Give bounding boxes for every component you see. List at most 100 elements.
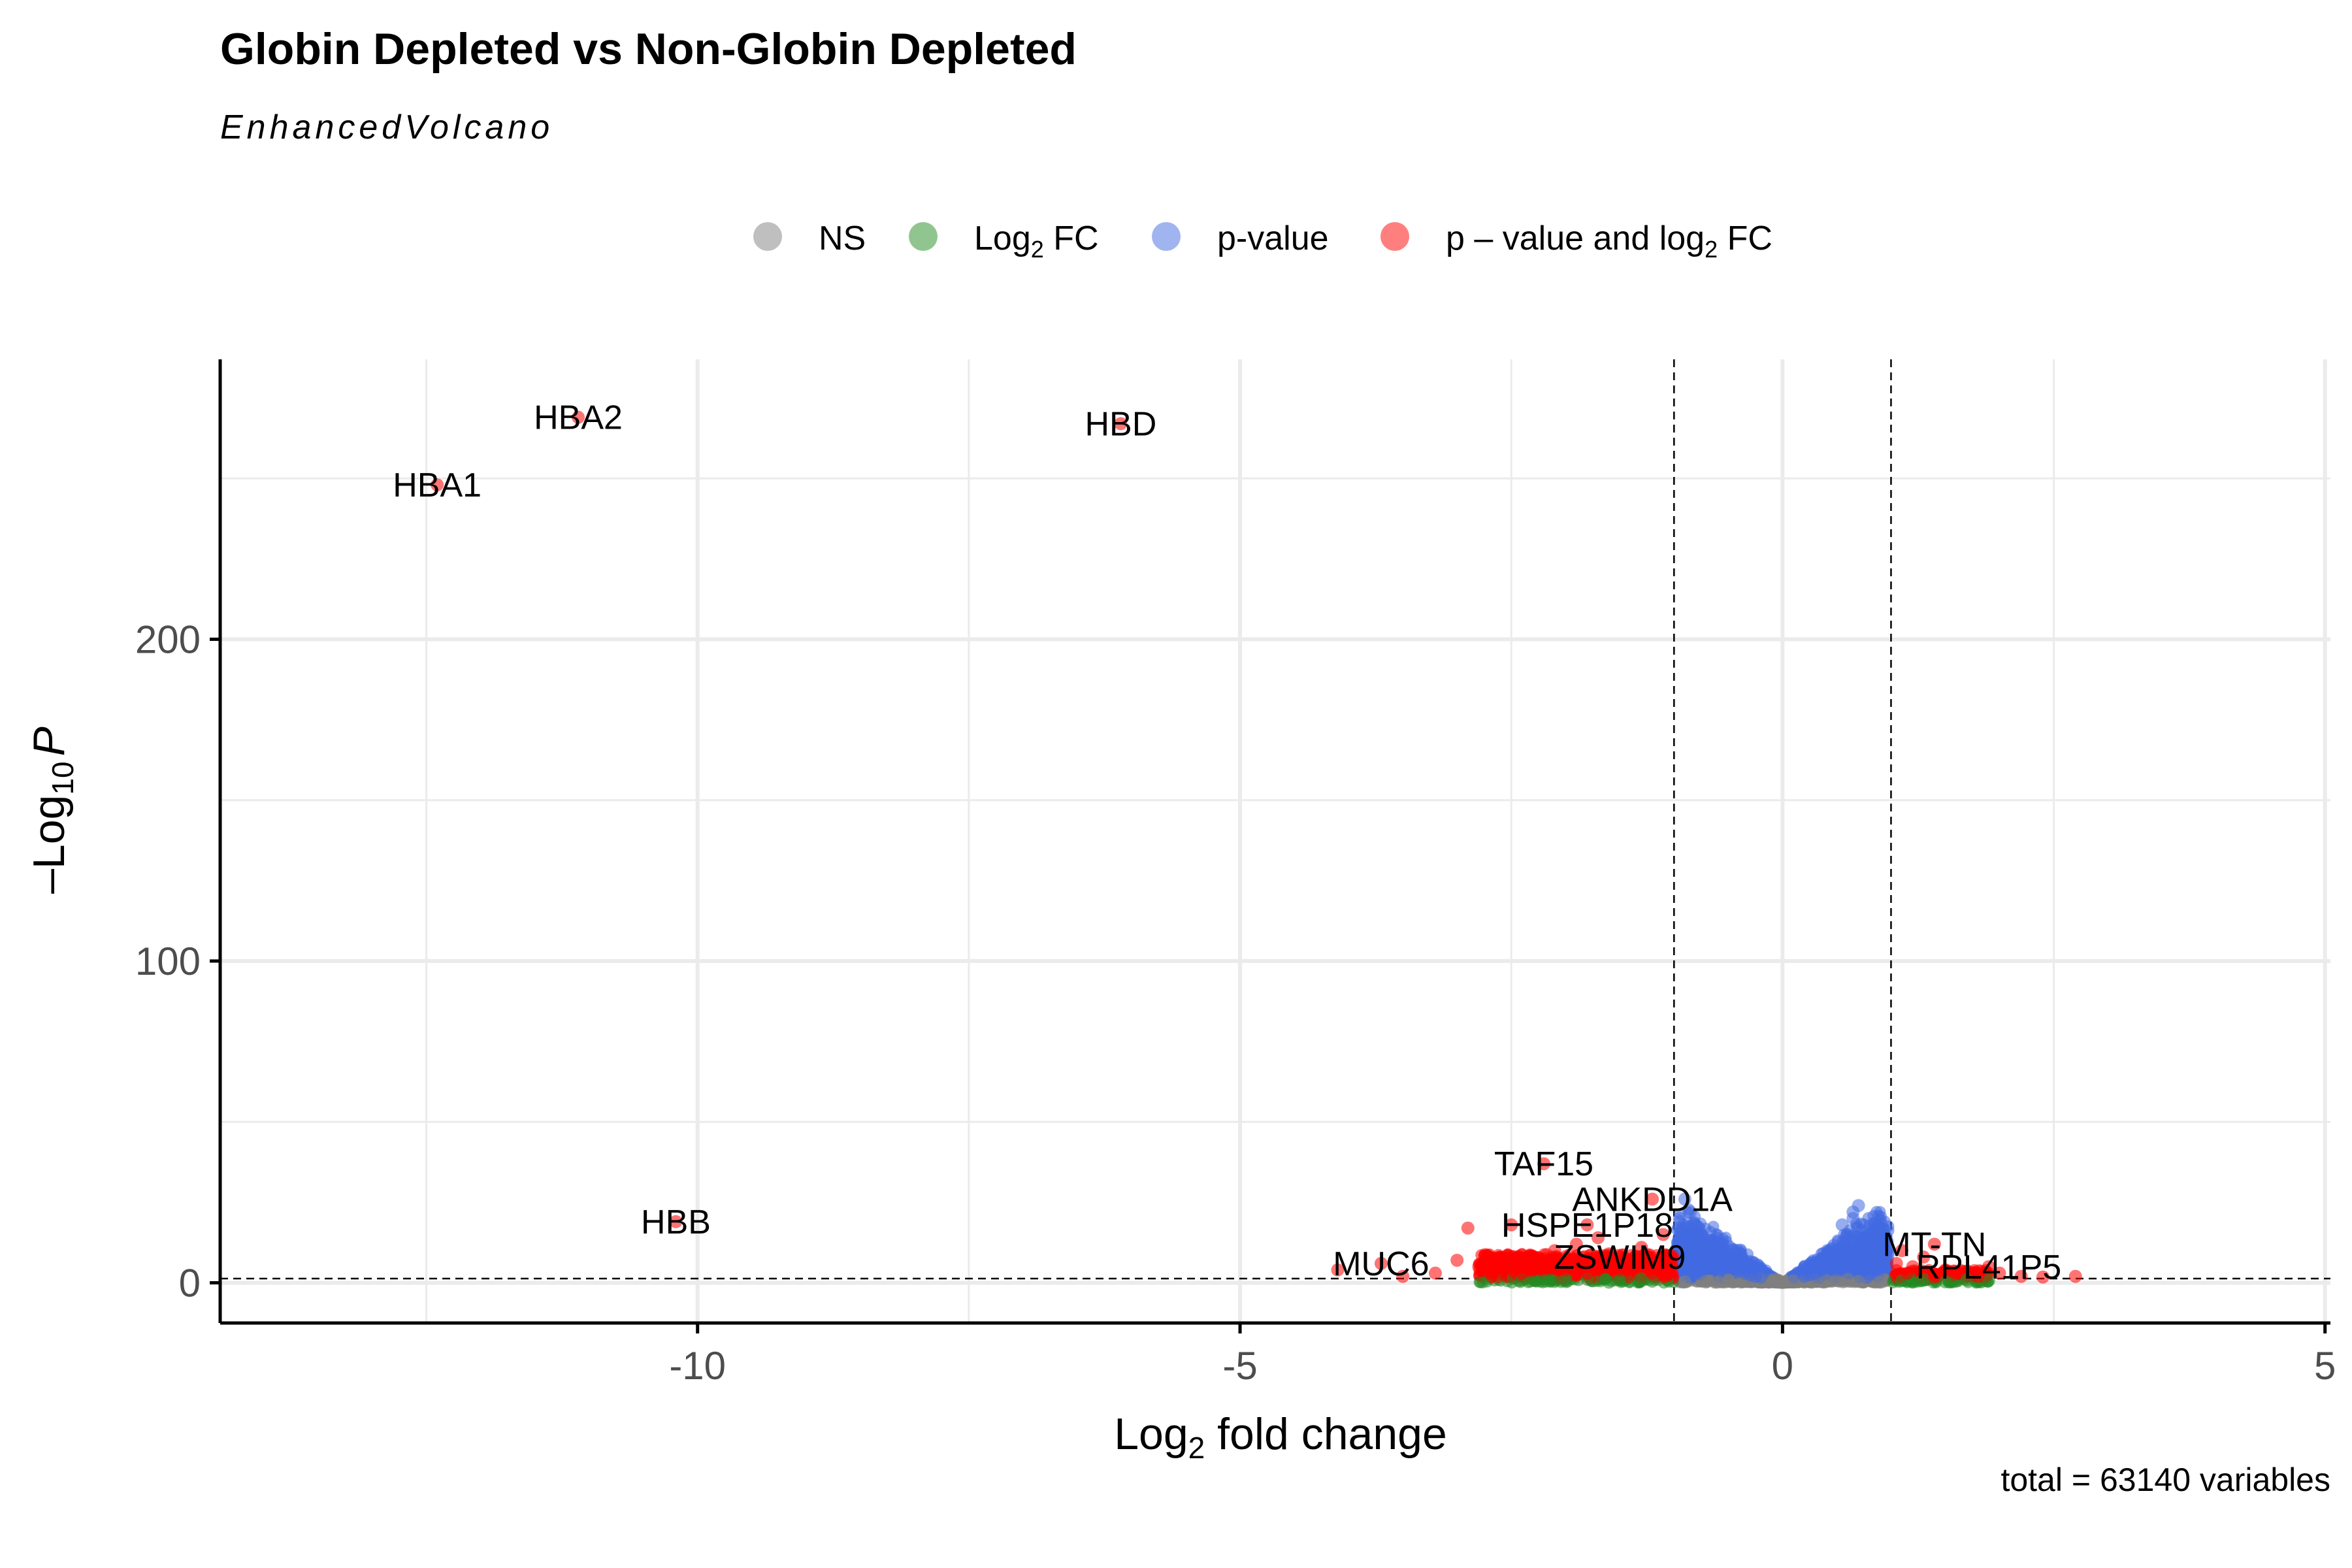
point [1656,1228,1670,1241]
point [2036,1270,2050,1284]
point [1602,1275,1616,1289]
point [1461,1221,1475,1235]
point [1917,1273,1931,1286]
point [1526,1256,1540,1270]
point-label: ZSWIM9 [1554,1239,1686,1277]
y-axis-label-var: P [24,727,74,756]
legend-label-main: Log [974,220,1031,257]
point-label: HSPE1P18 [1501,1207,1673,1245]
point-cloud [1870,1205,1883,1218]
point [1830,1263,1844,1277]
legend-label-fc: Log2 FC [974,220,1099,263]
point [1694,1228,1708,1241]
legend-key-p [1152,222,1181,251]
data-points [431,410,2082,1289]
point [1548,1275,1561,1288]
point [1331,1263,1345,1277]
point [1515,1266,1529,1280]
point-cloud [1492,1261,1505,1273]
point [1710,1263,1724,1277]
point [1559,1273,1573,1286]
point-label: HBA1 [393,466,482,504]
point [1624,1253,1637,1267]
point [1765,1275,1778,1288]
point-cloud [1735,1247,1747,1260]
point-cloud [1567,1252,1580,1264]
caption-total: total = 63140 variables [2001,1462,2330,1498]
x-axis-label: Log2 fold change [1114,1409,1447,1465]
point [1901,1266,1914,1280]
point [1559,1263,1573,1277]
point [1635,1241,1648,1254]
point [572,410,585,424]
point [1938,1263,1952,1277]
point [1927,1269,1941,1283]
x-axis-label-main: Log [1114,1409,1188,1459]
point [1482,1266,1496,1280]
x-axis-label-sub: 2 [1188,1431,1205,1465]
legend-label-rest: FC [1044,220,1099,257]
point [1917,1250,1931,1264]
legend-key-fc [909,222,938,251]
point [1114,417,1128,431]
point-label: ANKDD1A [1572,1181,1733,1218]
y-axis-label-sub: 10 [46,761,80,794]
point [1927,1237,1941,1251]
point [669,1215,683,1228]
point [1835,1218,1849,1232]
point-label: MT-TN [1882,1226,1986,1264]
point-cloud [1537,1260,1549,1272]
point [1895,1244,1909,1258]
point [1635,1272,1648,1286]
point-cloud [1570,1266,1582,1279]
point [1857,1218,1870,1232]
y-tick-label: 200 [135,617,201,661]
legend-key-both [1380,222,1409,251]
legend-label-main: p – value and log [1446,220,1705,257]
point [1841,1273,1855,1286]
point [1873,1275,1887,1289]
point [1450,1253,1464,1267]
point [1580,1218,1594,1232]
point-cloud [1483,1248,1495,1260]
point [1873,1237,1887,1251]
point [1661,1256,1675,1270]
y-axis-label-prefix: –Log [24,795,74,894]
point [1673,1211,1686,1225]
point [1537,1157,1551,1171]
point [1841,1256,1855,1270]
point [1710,1275,1724,1289]
point [1830,1273,1844,1287]
point [1852,1275,1865,1288]
point [1374,1256,1388,1270]
point-label: RPL41P5 [1916,1249,2062,1286]
point [1689,1244,1703,1258]
point [1494,1250,1507,1264]
point [1592,1231,1605,1245]
point [1950,1266,1963,1280]
point-cloud [1530,1275,1543,1288]
point [1863,1256,1876,1270]
point-label: HBB [641,1203,711,1241]
x-tick-label: 5 [2314,1344,2336,1388]
point [1852,1244,1865,1258]
legend-label-sub: 2 [1705,236,1718,263]
point [1846,1205,1860,1219]
point [1879,1250,1893,1264]
point-label: TAF15 [1494,1145,1593,1183]
y-tick-label: 100 [135,939,201,983]
point [1613,1263,1627,1277]
point [1548,1244,1561,1258]
legend-label-sub: 2 [1031,236,1044,263]
point [1472,1260,1486,1273]
point-cloud [1748,1256,1760,1268]
point [1646,1192,1659,1206]
x-axis-label-rest: fold change [1205,1409,1447,1459]
point [1982,1260,1995,1273]
point-cloud [1870,1222,1883,1235]
point-cloud [1821,1274,1833,1286]
x-tick-label: -5 [1222,1344,1257,1388]
